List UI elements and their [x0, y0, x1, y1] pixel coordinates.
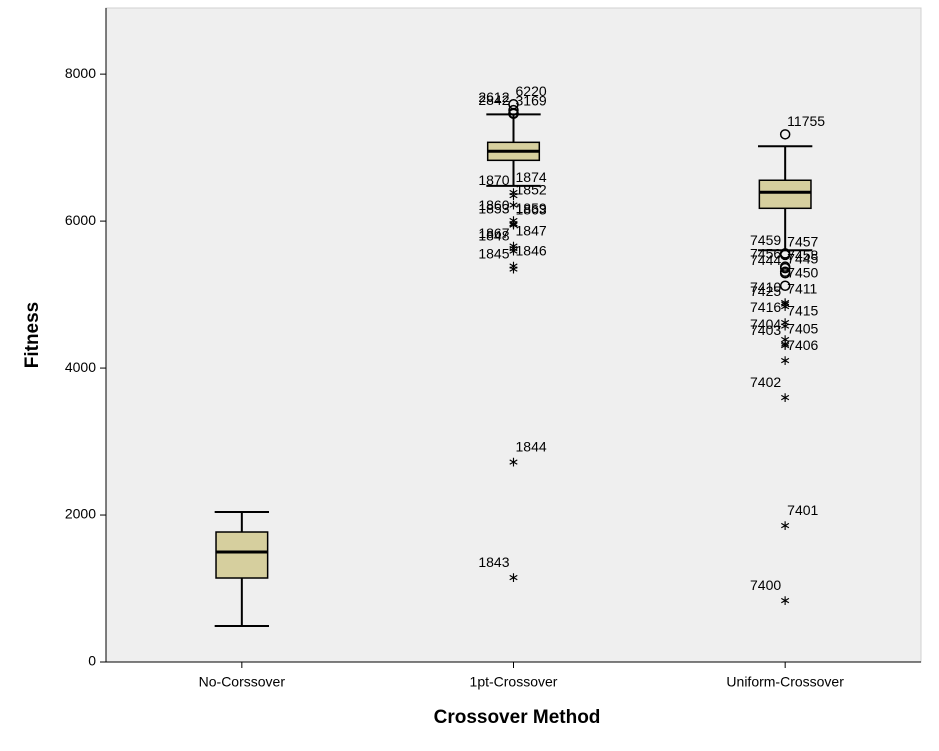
outlier-label: 7400: [750, 577, 781, 593]
outlier-label: 7406: [787, 337, 818, 353]
outlier: ∗: [508, 184, 520, 200]
outlier: ∗: [779, 352, 791, 368]
outlier-label: 1852: [516, 181, 547, 197]
outlier-label: 1863: [516, 201, 547, 217]
outlier: ∗: [508, 454, 520, 470]
outlier-label: 7402: [750, 374, 781, 390]
y-tick-label: 4000: [65, 359, 96, 375]
outlier-label: 11755: [787, 113, 825, 129]
y-tick-label: 8000: [65, 65, 96, 81]
outlier: ∗: [779, 298, 791, 314]
y-tick-label: 6000: [65, 212, 96, 228]
outlier-label: 1845: [478, 245, 509, 261]
outlier-label: 1846: [516, 242, 547, 258]
outlier: ∗: [779, 592, 791, 608]
outlier-label: 7416: [750, 299, 781, 315]
outlier: ∗: [508, 215, 520, 231]
outlier: ∗: [508, 240, 520, 256]
outlier: ∗: [779, 294, 791, 310]
outlier: ∗: [508, 216, 520, 232]
outlier: [508, 104, 519, 116]
outlier: ∗: [508, 238, 520, 254]
x-axis-label: Crossover Method: [434, 707, 601, 728]
outlier-label: 1853: [478, 201, 509, 217]
outlier: [779, 129, 791, 140]
outlier: [779, 266, 791, 278]
outlier: [779, 262, 791, 274]
outlier-label: 7459: [750, 232, 781, 248]
outlier-label: 7425: [750, 283, 781, 299]
outlier-label: 7415: [787, 303, 818, 319]
outlier-label: 1848: [478, 228, 509, 244]
outlier-label: 3169: [516, 93, 547, 109]
outlier-label: 7411: [787, 281, 817, 297]
outlier: ∗: [779, 314, 791, 330]
outlier: ∗: [508, 260, 520, 276]
outlier-label: 1847: [516, 223, 547, 239]
outlier: ∗: [508, 257, 520, 273]
outlier: ∗: [508, 569, 520, 585]
outlier: [508, 107, 519, 119]
outlier: ∗: [508, 187, 520, 203]
outlier-label: 7404: [750, 316, 781, 332]
outlier: ∗: [779, 335, 791, 351]
outlier-label: 1860: [478, 197, 509, 213]
outlier: ∗: [779, 389, 791, 405]
outlier-label: 2842: [478, 92, 509, 108]
y-axis-label: Fitness: [22, 302, 43, 369]
outlier: ∗: [508, 216, 520, 232]
outlier-label: 7410: [750, 279, 781, 295]
box: [215, 531, 269, 579]
outlier-label: 7457: [787, 234, 818, 250]
box: [758, 179, 812, 210]
outlier-label: 7458: [787, 247, 818, 263]
outlier: ∗: [779, 318, 791, 334]
outlier: ∗: [779, 331, 791, 347]
x-tick-label: Uniform-Crossover: [726, 674, 844, 690]
outlier: [779, 249, 791, 261]
outlier-label: 7401: [787, 502, 818, 518]
outlier: [779, 280, 791, 292]
outlier-label: 7456: [750, 245, 781, 261]
x-tick-label: No-Corssover: [199, 674, 286, 690]
outlier-label: 1874: [516, 169, 547, 185]
outlier: ∗: [779, 337, 791, 353]
outlier-label: 2612: [478, 89, 509, 105]
outlier-label: 1859: [516, 200, 547, 216]
outlier: ∗: [779, 296, 791, 312]
outlier-label: 7444: [750, 252, 781, 268]
outlier-label: 7403: [750, 322, 781, 338]
x-tick-label: 1pt-Crossover: [470, 674, 558, 690]
outlier-label: 7450: [787, 264, 818, 280]
outlier-label: 7445: [787, 251, 818, 267]
outlier-label: 1844: [516, 439, 547, 455]
outlier: ∗: [508, 196, 520, 212]
outlier-label: 7405: [787, 320, 818, 336]
y-tick-label: 2000: [65, 506, 96, 522]
outlier-label: 1870: [478, 172, 509, 188]
outlier: ∗: [508, 212, 520, 228]
outlier-label: 1843: [478, 554, 509, 570]
outlier: ∗: [779, 517, 791, 533]
outlier: ∗: [508, 243, 520, 259]
y-tick-label: 0: [88, 653, 96, 669]
outlier-label: 1867: [478, 225, 509, 241]
outlier-label: 6220: [516, 83, 547, 99]
